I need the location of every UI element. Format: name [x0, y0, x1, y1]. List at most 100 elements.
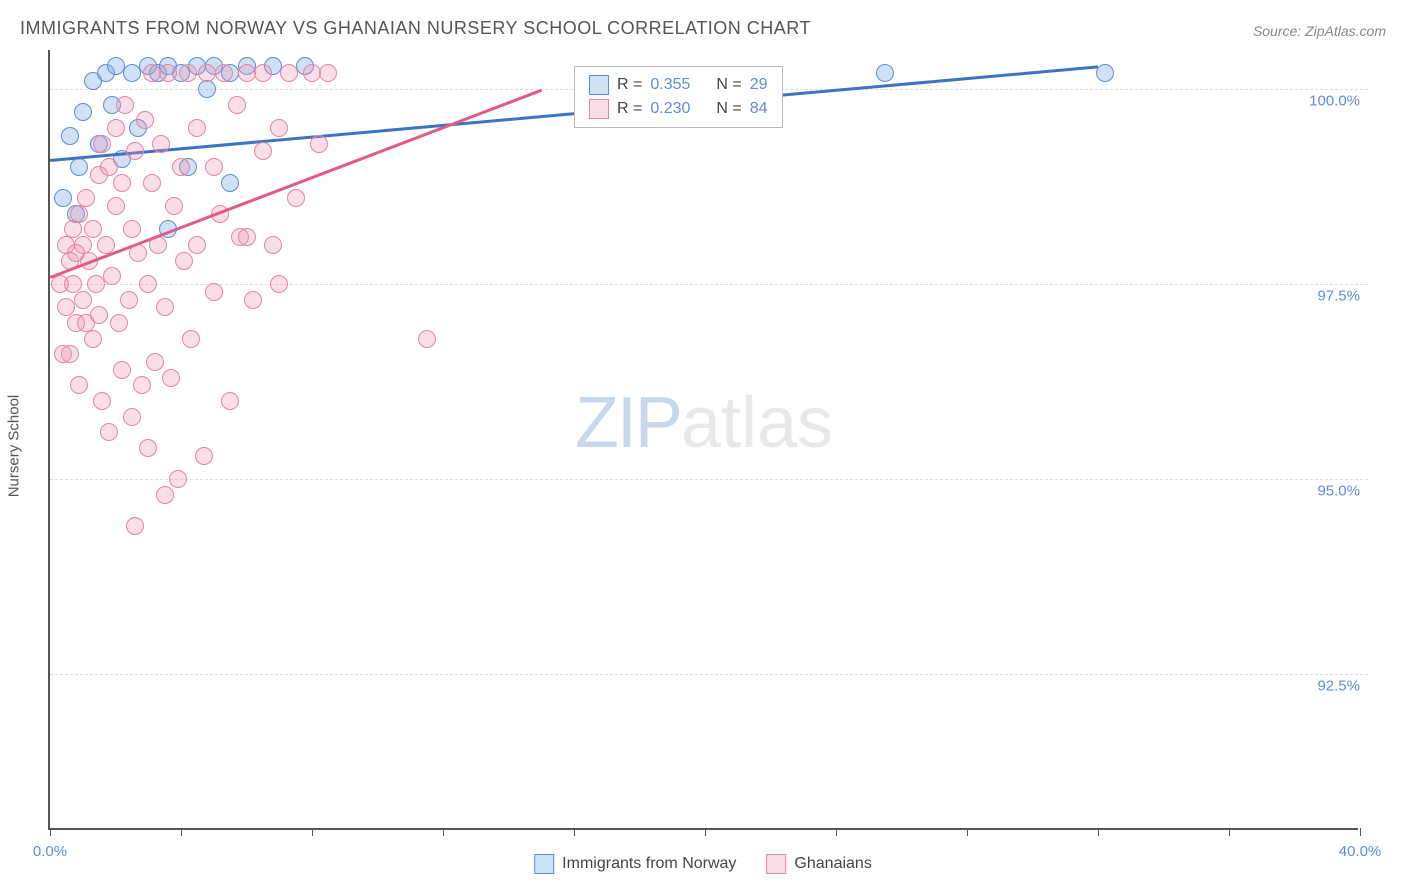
- legend-swatch-ghanaians: [766, 854, 786, 874]
- scatter-point: [175, 252, 193, 270]
- scatter-point: [77, 189, 95, 207]
- scatter-point: [1096, 64, 1114, 82]
- scatter-point: [100, 423, 118, 441]
- scatter-point: [238, 64, 256, 82]
- scatter-point: [188, 119, 206, 137]
- scatter-point: [264, 236, 282, 254]
- scatter-point: [319, 64, 337, 82]
- scatter-point: [61, 127, 79, 145]
- scatter-point: [221, 392, 239, 410]
- scatter-point: [70, 376, 88, 394]
- scatter-point: [270, 119, 288, 137]
- scatter-point: [84, 330, 102, 348]
- scatter-point: [198, 64, 216, 82]
- scatter-point: [123, 408, 141, 426]
- plot-area: ZIPatlas 92.5%95.0%97.5%100.0%0.0%40.0%R…: [48, 50, 1358, 830]
- scatter-point: [287, 189, 305, 207]
- scatter-point: [205, 283, 223, 301]
- gridline: [50, 284, 1368, 285]
- scatter-point: [126, 142, 144, 160]
- r-value: 0.355: [650, 76, 690, 94]
- x-tick: [836, 828, 837, 836]
- correlation-legend: R = 0.355 N = 29 R = 0.230 N = 84: [574, 66, 783, 128]
- legend-swatch: [589, 75, 609, 95]
- scatter-point: [310, 135, 328, 153]
- scatter-point: [188, 236, 206, 254]
- y-tick-label: 97.5%: [1290, 288, 1360, 305]
- x-tick: [967, 828, 968, 836]
- scatter-point: [195, 447, 213, 465]
- watermark: ZIPatlas: [575, 382, 833, 464]
- scatter-point: [93, 135, 111, 153]
- chart-title: IMMIGRANTS FROM NORWAY VS GHANAIAN NURSE…: [20, 18, 811, 39]
- correlation-legend-row: R = 0.355 N = 29: [589, 73, 768, 97]
- scatter-point: [254, 142, 272, 160]
- x-tick: [1360, 828, 1361, 836]
- scatter-point: [136, 111, 154, 129]
- watermark-zip: ZIP: [575, 383, 681, 463]
- legend-label-ghanaians: Ghanaians: [794, 855, 871, 873]
- chart-container: IMMIGRANTS FROM NORWAY VS GHANAIAN NURSE…: [0, 0, 1406, 892]
- gridline: [50, 479, 1368, 480]
- scatter-point: [143, 174, 161, 192]
- title-bar: IMMIGRANTS FROM NORWAY VS GHANAIAN NURSE…: [20, 18, 1386, 39]
- scatter-point: [74, 291, 92, 309]
- r-value: 0.230: [650, 100, 690, 118]
- scatter-point: [126, 517, 144, 535]
- scatter-point: [133, 376, 151, 394]
- scatter-point: [143, 64, 161, 82]
- scatter-point: [228, 96, 246, 114]
- y-axis-title: Nursery School: [6, 395, 23, 498]
- x-tick: [312, 828, 313, 836]
- scatter-point: [244, 291, 262, 309]
- x-tick-label: 40.0%: [1339, 843, 1382, 860]
- scatter-point: [116, 96, 134, 114]
- y-tick-label: 95.0%: [1290, 483, 1360, 500]
- scatter-point: [139, 439, 157, 457]
- scatter-point: [169, 470, 187, 488]
- scatter-point: [107, 197, 125, 215]
- scatter-point: [139, 275, 157, 293]
- scatter-point: [103, 267, 121, 285]
- scatter-point: [159, 64, 177, 82]
- n-label: N =: [716, 76, 741, 94]
- x-tick-label: 0.0%: [33, 843, 67, 860]
- scatter-point: [254, 64, 272, 82]
- scatter-point: [146, 353, 164, 371]
- bottom-legend: Immigrants from Norway Ghanaians: [534, 854, 872, 874]
- source-label: Source: ZipAtlas.com: [1253, 23, 1386, 39]
- x-tick: [1229, 828, 1230, 836]
- scatter-point: [84, 220, 102, 238]
- scatter-point: [54, 189, 72, 207]
- scatter-point: [107, 119, 125, 137]
- scatter-point: [418, 330, 436, 348]
- scatter-point: [123, 64, 141, 82]
- scatter-point: [93, 392, 111, 410]
- r-label: R =: [617, 76, 642, 94]
- scatter-point: [152, 135, 170, 153]
- scatter-point: [172, 158, 190, 176]
- x-tick: [443, 828, 444, 836]
- scatter-point: [156, 486, 174, 504]
- x-tick: [181, 828, 182, 836]
- scatter-point: [61, 345, 79, 363]
- n-value: 29: [750, 76, 768, 94]
- scatter-point: [87, 275, 105, 293]
- n-value: 84: [750, 100, 768, 118]
- n-label: N =: [716, 100, 741, 118]
- watermark-atlas: atlas: [681, 383, 833, 463]
- y-tick-label: 92.5%: [1290, 678, 1360, 695]
- scatter-point: [156, 298, 174, 316]
- scatter-point: [113, 361, 131, 379]
- correlation-legend-row: R = 0.230 N = 84: [589, 97, 768, 121]
- legend-item-ghanaians: Ghanaians: [766, 854, 871, 874]
- scatter-point: [70, 205, 88, 223]
- r-label: R =: [617, 100, 642, 118]
- legend-label-norway: Immigrants from Norway: [562, 855, 736, 873]
- x-tick: [574, 828, 575, 836]
- scatter-point: [238, 228, 256, 246]
- legend-swatch: [589, 99, 609, 119]
- scatter-point: [162, 369, 180, 387]
- scatter-point: [90, 306, 108, 324]
- scatter-point: [221, 174, 239, 192]
